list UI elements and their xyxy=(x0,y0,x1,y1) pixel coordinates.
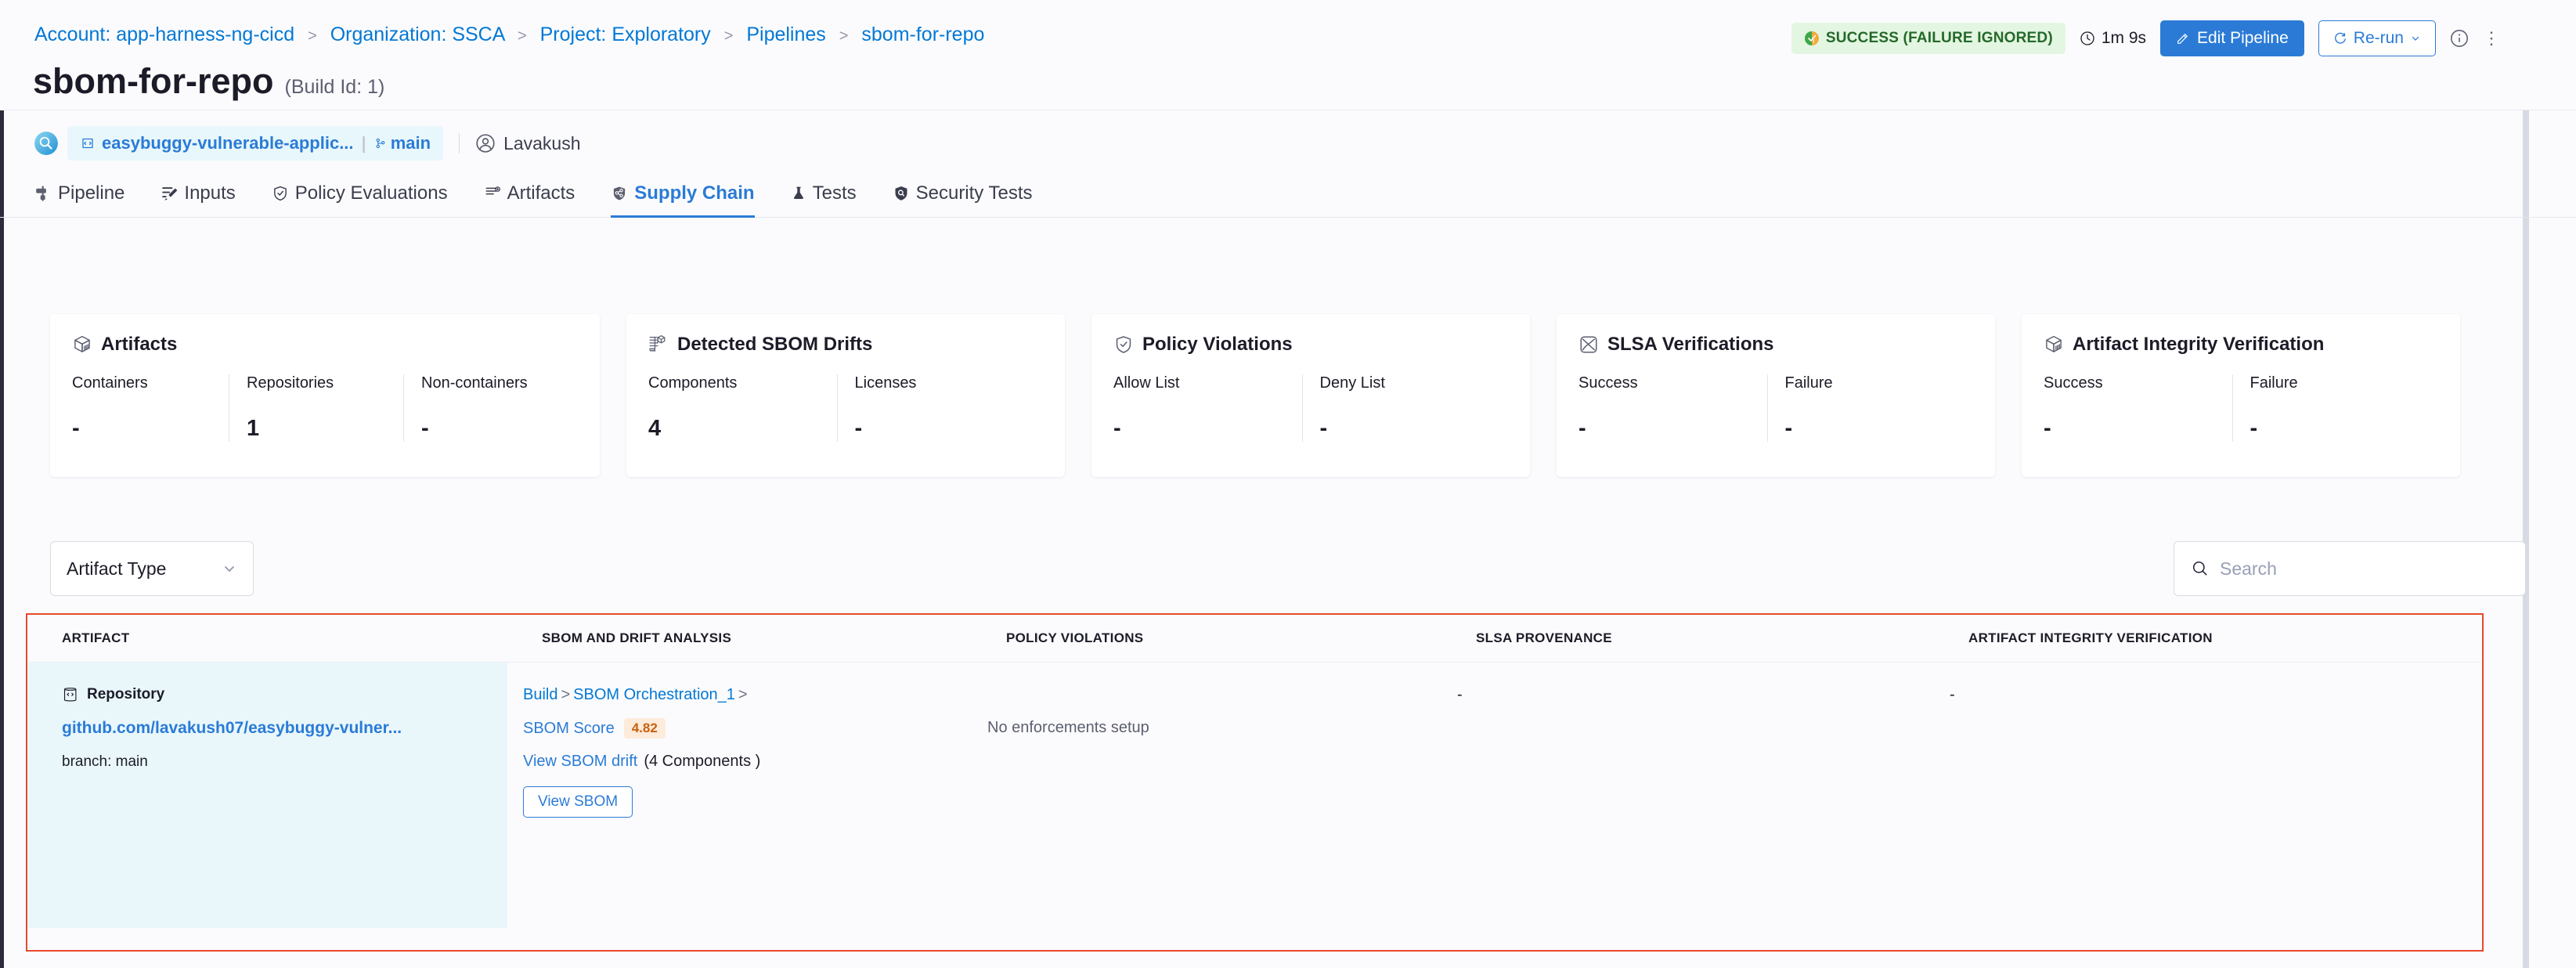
svg-text:!: ! xyxy=(1813,39,1815,45)
